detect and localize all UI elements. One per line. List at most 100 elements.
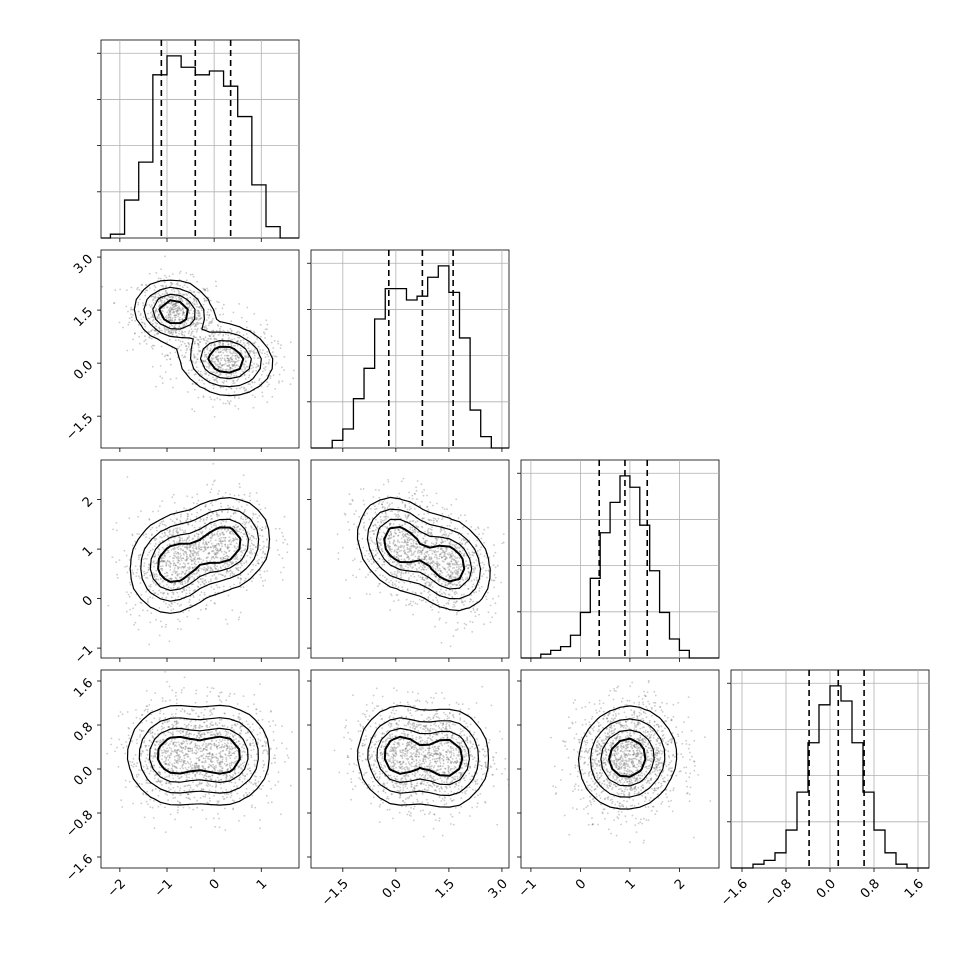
sample-point (189, 555, 192, 557)
hist-panel-0 (97, 39, 300, 242)
sample-point (152, 572, 154, 574)
sample-point (194, 299, 197, 301)
sample-point (233, 526, 236, 529)
sample-point (454, 571, 456, 574)
sample-point (180, 297, 183, 300)
sample-point (400, 574, 402, 576)
sample-point (206, 514, 209, 516)
sample-point (447, 601, 449, 604)
sample-point (213, 378, 215, 381)
sample-point (456, 611, 458, 614)
sample-point (189, 289, 192, 292)
sample-point (447, 574, 449, 576)
sample-point (435, 551, 438, 553)
sample-point (421, 491, 424, 493)
sample-point (191, 538, 194, 541)
sample-point (250, 569, 253, 571)
sample-point (433, 573, 436, 576)
sample-point (221, 510, 223, 513)
sample-point (189, 550, 192, 552)
sample-point (187, 579, 189, 582)
sample-point (226, 330, 229, 333)
sample-point (248, 370, 251, 372)
sample-point (398, 550, 401, 552)
sample-point (175, 564, 178, 567)
sample-point (224, 333, 227, 335)
sample-point (380, 535, 383, 538)
sample-point (278, 380, 280, 382)
sample-point (166, 583, 168, 586)
sample-point (391, 525, 393, 528)
sample-point (113, 302, 115, 304)
sample-point (389, 510, 392, 512)
sample-point (148, 568, 150, 571)
sample-point (176, 557, 179, 560)
sample-point (216, 363, 219, 366)
sample-point (456, 562, 458, 564)
sample-point (261, 535, 264, 538)
sample-point (138, 769, 141, 771)
sample-point (155, 583, 157, 586)
sample-point (428, 531, 431, 534)
sample-point (377, 503, 380, 505)
sample-point (215, 355, 218, 358)
sample-point (389, 547, 392, 550)
sample-point (483, 555, 486, 558)
sample-point (252, 370, 255, 372)
sample-point (412, 544, 415, 547)
sample-point (438, 577, 440, 580)
sample-point (141, 321, 144, 324)
sample-point (415, 569, 418, 571)
sample-point (115, 561, 118, 564)
sample-point (261, 526, 264, 529)
sample-point (130, 313, 132, 316)
sample-point (264, 579, 267, 582)
sample-point (207, 508, 210, 511)
sample-point (155, 325, 157, 328)
sample-point (232, 537, 234, 540)
sample-point (472, 583, 475, 586)
sample-point (161, 309, 163, 312)
sample-point (177, 548, 180, 550)
sample-point (462, 549, 464, 552)
sample-point (427, 598, 430, 600)
sample-point (175, 298, 178, 300)
sample-point (240, 505, 243, 508)
sample-point (411, 545, 413, 548)
sample-point (229, 560, 232, 563)
sample-point (212, 555, 215, 558)
sample-point (165, 596, 168, 599)
sample-point (388, 581, 390, 584)
sample-point (238, 303, 241, 305)
sample-point (455, 584, 458, 587)
sample-point (147, 569, 150, 571)
sample-point (398, 492, 401, 495)
sample-point (227, 354, 230, 357)
sample-point (203, 748, 206, 750)
sample-point (396, 570, 399, 573)
sample-point (168, 764, 171, 767)
sample-point (219, 361, 222, 364)
sample-point (404, 551, 406, 554)
sample-point (160, 560, 163, 563)
sample-point (441, 556, 443, 559)
sample-point (114, 750, 116, 753)
sample-point (176, 529, 178, 531)
sample-point (204, 772, 207, 775)
sample-point (463, 555, 466, 557)
sample-point (179, 270, 182, 273)
sample-point (418, 562, 420, 565)
sample-point (403, 541, 405, 544)
sample-point (174, 314, 176, 317)
sample-point (171, 520, 174, 522)
sample-point (386, 507, 389, 509)
sample-point (408, 506, 411, 508)
sample-point (215, 524, 217, 527)
sample-point (420, 562, 423, 565)
sample-point (451, 567, 454, 569)
sample-point (264, 356, 267, 359)
sample-point (168, 339, 171, 341)
sample-point (158, 607, 161, 609)
sample-point (197, 310, 200, 313)
sample-point (126, 349, 129, 352)
